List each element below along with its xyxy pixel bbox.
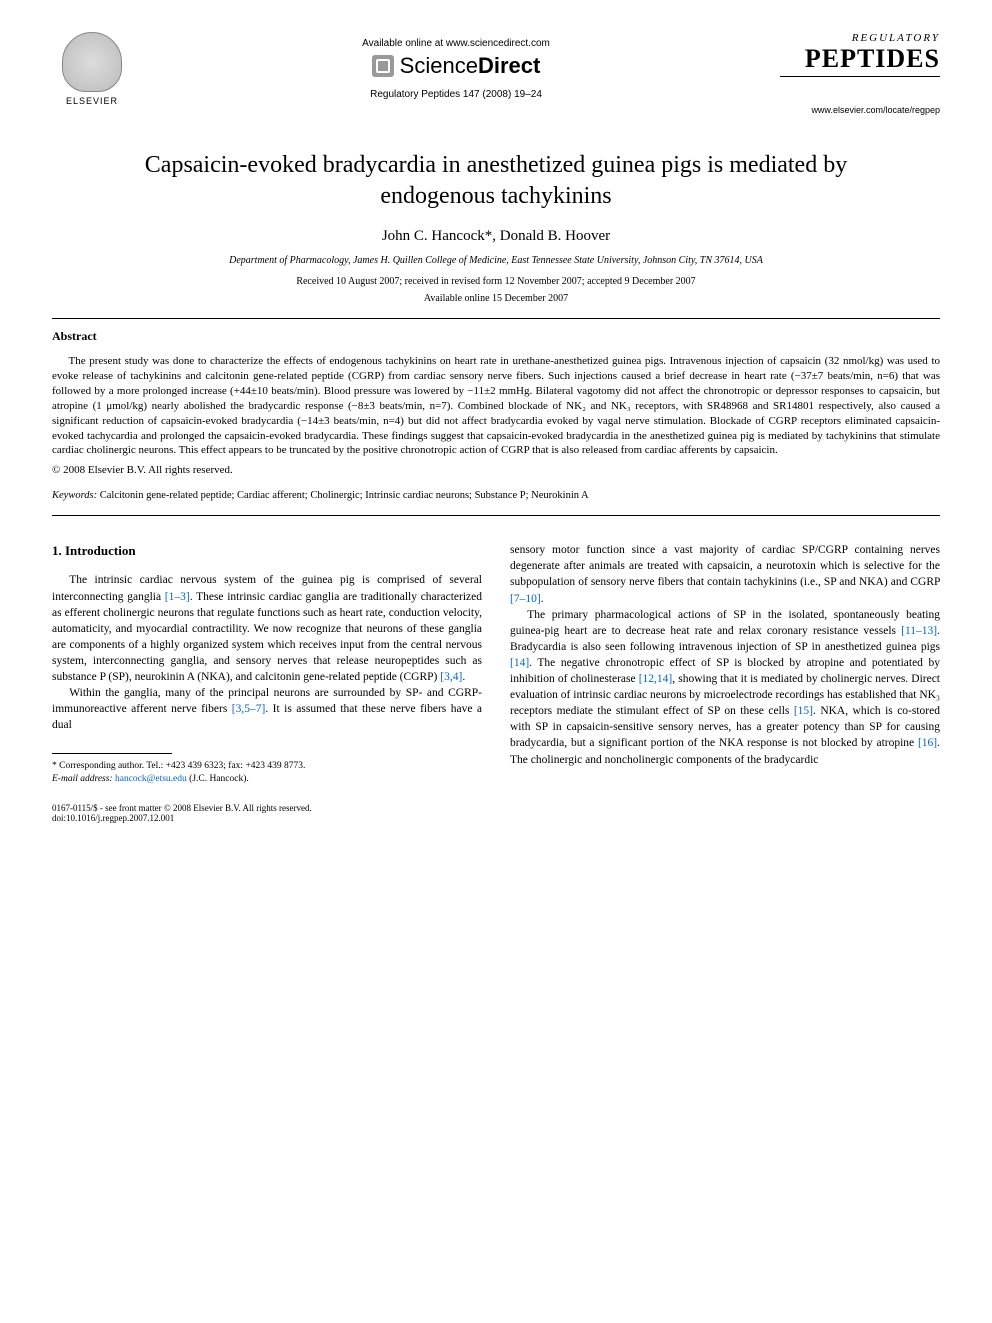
body-columns: 1. Introduction The intrinsic cardiac ne…: [52, 542, 940, 785]
email-label: E-mail address:: [52, 774, 113, 784]
footer-left: 0167-0115/$ - see front matter © 2008 El…: [52, 803, 312, 823]
ref-link[interactable]: [1–3]: [165, 591, 190, 603]
ref-link[interactable]: [14]: [510, 657, 529, 669]
abstract-heading: Abstract: [52, 329, 940, 344]
keywords: Keywords: Calcitonin gene-related peptid…: [52, 490, 940, 501]
email-line: E-mail address: hancock@etsu.edu (J.C. H…: [52, 773, 482, 785]
sd-suffix: Direct: [478, 53, 540, 78]
elsevier-logo: ELSEVIER: [52, 32, 132, 122]
abstract-bottom-divider: [52, 515, 940, 516]
ref-link[interactable]: [3,5–7]: [232, 703, 266, 715]
journal-logo-divider: [780, 76, 940, 77]
sciencedirect-icon: [372, 55, 394, 77]
keywords-label: Keywords:: [52, 490, 97, 501]
elsevier-label: ELSEVIER: [66, 96, 118, 106]
available-online-text: Available online at www.sciencedirect.co…: [132, 38, 780, 49]
sciencedirect-logo: ScienceDirect: [132, 53, 780, 79]
ref-link[interactable]: [11–13]: [901, 625, 937, 637]
abstract-top-divider: [52, 318, 940, 319]
col2-para-1: sensory motor function since a vast majo…: [510, 542, 940, 606]
authors: John C. Hancock*, Donald B. Hoover: [52, 228, 940, 245]
ref-link[interactable]: [7–10]: [510, 593, 541, 605]
page-footer: 0167-0115/$ - see front matter © 2008 El…: [52, 803, 940, 823]
footer-front-matter: 0167-0115/$ - see front matter © 2008 El…: [52, 803, 312, 813]
sciencedirect-text: ScienceDirect: [400, 53, 541, 79]
journal-logo-block: REGULATORY PEPTIDES www.elsevier.com/loc…: [780, 32, 940, 115]
dates-received: Received 10 August 2007; received in rev…: [52, 276, 940, 287]
copyright-line: © 2008 Elsevier B.V. All rights reserved…: [52, 464, 940, 476]
article-title: Capsaicin-evoked bradycardia in anesthet…: [112, 150, 880, 212]
column-right: sensory motor function since a vast majo…: [510, 542, 940, 785]
ref-link[interactable]: [16]: [918, 737, 937, 749]
center-header: Available online at www.sciencedirect.co…: [132, 32, 780, 100]
ref-link[interactable]: [15]: [794, 705, 813, 717]
intro-para-2: Within the ganglia, many of the principa…: [52, 685, 482, 733]
dates-online: Available online 15 December 2007: [52, 293, 940, 304]
ref-link[interactable]: [12,14]: [639, 673, 673, 685]
journal-name-line2: PEPTIDES: [780, 44, 940, 74]
email-link[interactable]: hancock@etsu.edu: [113, 774, 190, 784]
corresponding-line: * Corresponding author. Tel.: +423 439 6…: [52, 760, 482, 772]
corresponding-author-footnote: * Corresponding author. Tel.: +423 439 6…: [52, 760, 482, 785]
column-left: 1. Introduction The intrinsic cardiac ne…: [52, 542, 482, 785]
keywords-body: Calcitonin gene-related peptide; Cardiac…: [97, 490, 589, 501]
affiliation: Department of Pharmacology, James H. Qui…: [52, 255, 940, 266]
journal-url: www.elsevier.com/locate/regpep: [780, 105, 940, 115]
publisher-header: ELSEVIER Available online at www.science…: [52, 32, 940, 122]
sd-prefix: Science: [400, 53, 478, 78]
abstract-body: The present study was done to characteri…: [52, 354, 940, 458]
intro-para-1: The intrinsic cardiac nervous system of …: [52, 572, 482, 685]
footnote-divider: [52, 753, 172, 754]
elsevier-tree-icon: [62, 32, 122, 92]
col2-para-2: The primary pharmacological actions of S…: [510, 607, 940, 768]
journal-reference: Regulatory Peptides 147 (2008) 19–24: [132, 89, 780, 100]
introduction-heading: 1. Introduction: [52, 542, 482, 560]
email-suffix: (J.C. Hancock).: [189, 774, 249, 784]
footer-doi: doi:10.1016/j.regpep.2007.12.001: [52, 813, 312, 823]
journal-name-line1: REGULATORY: [780, 32, 940, 44]
ref-link[interactable]: [3,4]: [440, 671, 462, 683]
